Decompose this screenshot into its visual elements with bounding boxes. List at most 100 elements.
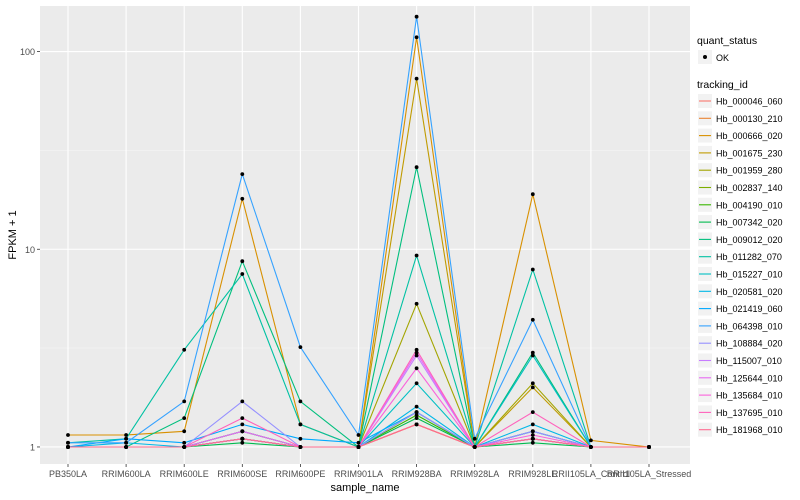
- x-axis: PB350LA RRIM600LA RRIM600LE RRIM600SE RRIM60…: [49, 464, 691, 479]
- data-point: [414, 350, 419, 355]
- x-tick-label: RRIM928BA: [392, 469, 442, 479]
- data-point: [240, 440, 245, 445]
- data-point: [530, 433, 535, 437]
- data-point: [414, 347, 419, 352]
- data-point: [240, 272, 245, 276]
- legend-quant-title: quant_status: [697, 35, 757, 47]
- data-point: [240, 172, 245, 177]
- legend-item-label: Hb_001959_280: [716, 166, 783, 176]
- data-point: [472, 445, 477, 449]
- legend-item-label: Hb_009012_020: [716, 235, 783, 245]
- x-tick-label: RRIM928LA: [450, 469, 499, 479]
- legend-quant-label: OK: [716, 53, 729, 63]
- legend-item-label: Hb_021419_060: [716, 304, 783, 314]
- data-point: [414, 301, 419, 306]
- legend-quant-point-icon: [703, 55, 707, 59]
- legend-item-label: Hb_108884_020: [716, 339, 783, 349]
- data-point: [124, 440, 128, 445]
- data-point: [414, 353, 419, 358]
- data-point: [530, 317, 535, 322]
- x-tick-label: RRII105LA_Stressed: [607, 469, 692, 479]
- data-point: [414, 404, 419, 409]
- legend-item-label: Hb_020581_020: [716, 287, 783, 297]
- legend-series-title: tracking_id: [697, 79, 748, 91]
- x-tick-label: RRIM600PE: [275, 469, 325, 479]
- legend-item-label: Hb_064398_010: [716, 321, 783, 331]
- y-tick-label: 100: [20, 47, 35, 57]
- data-point: [298, 422, 303, 427]
- data-point: [530, 192, 535, 197]
- data-point: [414, 381, 419, 386]
- y-axis: 1 10 100: [20, 47, 40, 452]
- legend-item-label: Hb_002837_140: [716, 183, 783, 193]
- data-point: [530, 410, 535, 414]
- legend-item-label: Hb_007342_020: [716, 218, 783, 228]
- legend-item-label: Hb_115007_010: [716, 356, 782, 366]
- legend-item-label: Hb_135684_010: [716, 391, 783, 401]
- data-point: [66, 433, 70, 437]
- data-point: [414, 366, 419, 371]
- data-point: [240, 422, 245, 427]
- data-point: [530, 267, 535, 272]
- data-point: [356, 440, 361, 445]
- data-point: [298, 445, 303, 449]
- legend-item-label: Hb_125644_010: [716, 373, 783, 383]
- data-point: [530, 440, 535, 445]
- x-tick-label: RRIM600LE: [160, 469, 209, 479]
- data-point: [414, 14, 419, 19]
- data-point: [414, 253, 419, 258]
- data-point: [124, 436, 128, 441]
- data-point: [240, 416, 245, 420]
- data-point: [182, 347, 187, 352]
- series-points: [66, 14, 651, 449]
- x-tick-label: RRIM600SE: [217, 469, 267, 479]
- x-axis-title: sample_name: [330, 482, 399, 494]
- x-tick-label: RRIM901LA: [334, 469, 383, 479]
- legend-item-label: Hb_004190_010: [716, 200, 783, 210]
- data-point: [298, 436, 303, 441]
- plot-panel: [40, 6, 690, 464]
- data-point: [530, 385, 535, 390]
- y-tick-label: 1: [30, 442, 35, 452]
- data-point: [240, 429, 245, 434]
- data-point: [240, 436, 245, 441]
- data-point: [472, 436, 477, 441]
- data-point: [414, 416, 419, 420]
- legend-item-label: Hb_000046_060: [716, 97, 783, 107]
- data-point: [66, 440, 70, 445]
- data-point: [414, 35, 419, 40]
- y-tick-label: 10: [25, 245, 35, 255]
- data-point: [530, 422, 535, 427]
- x-tick-label: RRII105LA_Control: [552, 469, 630, 479]
- data-point: [66, 445, 70, 449]
- data-point: [589, 438, 593, 443]
- y-axis-title: FPKM + 1: [7, 210, 19, 259]
- data-point: [356, 445, 361, 449]
- data-point: [589, 445, 593, 449]
- data-point: [182, 445, 187, 449]
- legend-item-label: Hb_001675_230: [716, 148, 783, 158]
- data-point: [356, 433, 361, 437]
- legend-item-label: Hb_011282_070: [716, 252, 782, 262]
- legend-item-label: Hb_137695_010: [716, 408, 783, 418]
- data-point: [530, 436, 535, 441]
- data-point: [414, 422, 419, 427]
- legend-items: Hb_000046_060 Hb_000130_210 Hb_000666_020 H…: [698, 94, 783, 437]
- data-point: [298, 399, 303, 404]
- data-point: [414, 413, 419, 417]
- data-point: [182, 429, 187, 434]
- data-point: [124, 433, 128, 437]
- x-tick-label: PB350LA: [49, 469, 87, 479]
- data-point: [647, 445, 651, 449]
- data-point: [182, 440, 187, 445]
- data-point: [240, 399, 245, 404]
- legend-item-label: Hb_181968_010: [716, 425, 783, 435]
- data-point: [182, 416, 187, 420]
- data-point: [530, 381, 535, 386]
- legend: quant_status OK tracking_id Hb_000046_06…: [697, 35, 783, 437]
- data-point: [182, 399, 187, 404]
- x-tick-label: RRIM928LE: [508, 469, 557, 479]
- legend-item-label: Hb_000130_210: [716, 114, 783, 124]
- data-point: [240, 196, 245, 201]
